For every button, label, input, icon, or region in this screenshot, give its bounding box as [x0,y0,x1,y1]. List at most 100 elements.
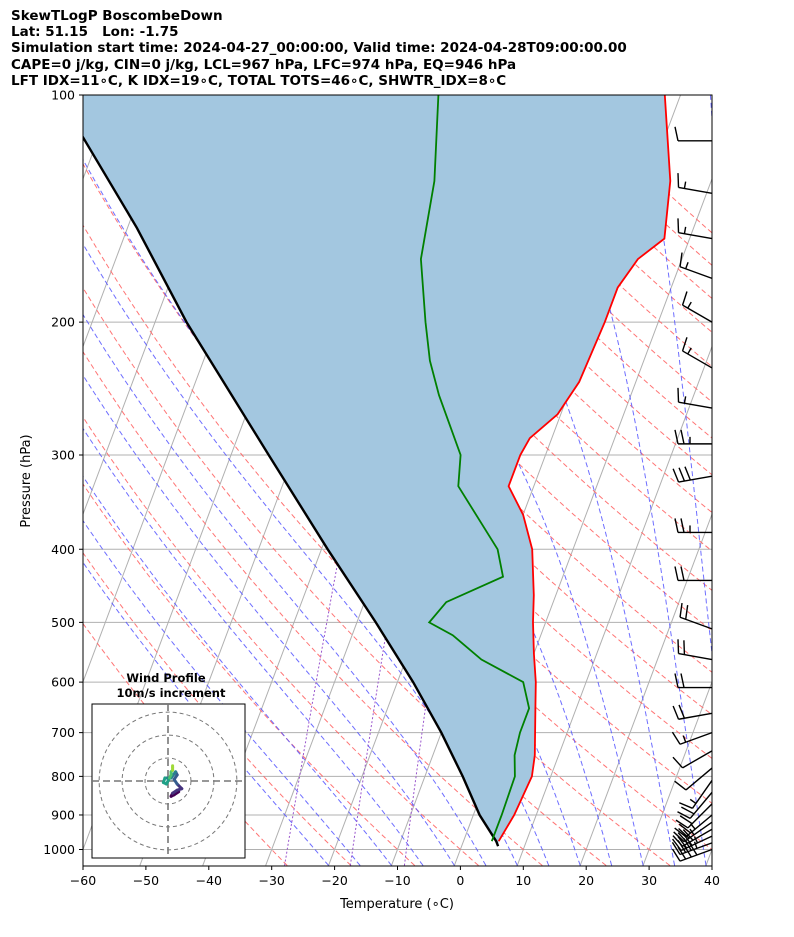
dry-adiabat [83,551,352,866]
wind-barb [671,731,713,745]
title-line: LFT IDX=11∘C, K IDX=19∘C, TOTAL TOTS=46∘… [11,72,507,89]
barb-staff [678,186,713,195]
barb-full-feather [674,429,679,445]
barb-full-feather [678,823,691,834]
barb-half-feather [687,301,692,309]
y-tick-label: 400 [51,542,75,557]
hodograph-inset [91,703,246,859]
barb-full-feather [677,836,688,849]
dry-adiabat [175,95,712,673]
x-tick-label: −40 [196,873,222,888]
barb-half-feather [693,841,698,849]
y-tick-label: 900 [51,807,75,822]
barb-full-feather [672,756,684,769]
wind-barb [681,291,713,323]
y-tick-label: 800 [51,769,75,784]
moist-adiabat [83,475,392,866]
barb-full-feather [680,673,685,688]
moist-adiabat [83,313,487,866]
barb-staff [682,350,713,369]
barb-staff [682,750,713,769]
moist-adiabat [709,95,712,127]
x-tick-label: 10 [515,873,531,888]
moist-adiabat [530,95,707,866]
mixing-ratio-line [284,95,430,866]
isotherm-gridline [516,345,712,866]
barb-full-feather [678,827,690,839]
barb-half-feather [683,396,687,404]
barb-full-feather [675,819,689,829]
barb-full-feather [684,466,691,481]
y-tick-label: 100 [51,88,75,103]
barb-full-feather [681,291,688,306]
dewpoint-profile-line [419,95,531,842]
hodograph-subtitle: 10m/s increment [117,686,226,700]
wind-barb [674,767,713,791]
barb-full-feather [681,337,688,352]
wind-barb [677,173,713,195]
barb-full-feather [677,832,689,844]
barb-full-feather [678,467,686,482]
barb-full-feather [680,518,685,533]
title-line: CAPE=0 j/kg, CIN=0 j/kg, LCL=967 hPa, LF… [11,56,517,73]
barb-full-feather [672,468,680,483]
barb-full-feather [680,429,685,445]
isotherm-gridline [579,512,712,866]
dry-adiabat [110,95,712,760]
dry-adiabat [83,102,712,804]
barb-full-feather [671,848,681,862]
dry-adiabat [142,95,712,716]
barb-full-feather [673,831,685,843]
dry-adiabat [83,286,607,866]
x-tick-label: −20 [321,873,347,888]
dry-adiabat [338,95,712,476]
wind-barb [677,639,713,661]
y-tick-label: 1000 [43,842,75,857]
moist-adiabat [83,519,361,866]
barb-half-feather [693,836,699,844]
barb-full-feather [681,806,695,815]
barb-full-feather [679,602,683,618]
barb-staff [685,767,713,791]
title-line: SkewTLogP BoscombeDown [11,8,223,24]
barb-staff [679,266,713,280]
title-line: Lat: 51.15 Lon: -1.75 [11,24,179,41]
wind-barb [674,126,712,142]
wind-barb [675,803,713,829]
x-tick-label: 40 [704,873,720,888]
y-tick-label: 500 [51,615,75,630]
cape-shading [83,95,671,847]
barb-staff [678,401,713,409]
moist-adiabat [83,374,455,866]
barb-full-feather [674,780,687,791]
moist-adiabat [103,95,581,866]
wind-barb [681,337,713,369]
wind-barb [679,780,713,809]
barb-full-feather [677,639,680,654]
barb-full-feather [679,815,693,825]
barb-full-feather [677,173,680,188]
wind-barb [677,387,713,409]
wind-barb [674,673,712,689]
barb-full-feather [674,126,679,141]
wind-barb [673,821,713,843]
chart-profiles [83,95,672,847]
moist-adiabat [83,561,329,866]
barb-full-feather [672,835,684,847]
barb-half-feather [687,347,692,355]
barb-staff [682,304,713,323]
barb-full-feather [688,842,698,856]
wind-barb [674,566,712,582]
moist-adiabat [83,427,424,866]
isotherm-gridline [83,95,178,348]
barb-full-feather [684,605,689,620]
wind-barb [679,602,713,630]
x-tick-label: −50 [133,873,159,888]
dry-adiabat [83,416,479,866]
isotherm-gridline [642,680,712,866]
wind-barb [672,704,713,720]
barb-staff [679,616,713,630]
isotherm-gridline [705,848,712,866]
x-tick-label: −30 [259,873,285,888]
y-tick-label: 200 [51,315,75,330]
